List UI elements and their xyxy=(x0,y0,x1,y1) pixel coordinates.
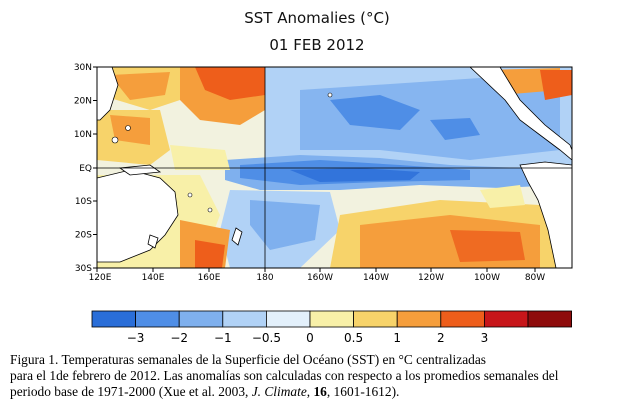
caption-line: Figura 1. Temperaturas semanales de la S… xyxy=(10,352,487,367)
sst-anomaly-map: 30N 20N 10N EQ 10S 20S 30S 120E 140E 160… xyxy=(74,63,573,345)
caption-text: periodo base de 1971-2000 (Xue et al. 20… xyxy=(10,384,252,399)
map-date: 01 FEB 2012 xyxy=(269,36,365,54)
lat-label: 30N xyxy=(74,63,92,73)
colorbar-bin xyxy=(178,310,224,328)
colorbar-bin xyxy=(265,310,311,328)
colorbar-bin xyxy=(309,310,354,328)
colorbar-ticks: −3 −2 −1 −0.5 0 0.5 1 2 3 xyxy=(127,331,488,345)
colorbar-bin xyxy=(396,310,442,328)
lon-label: 140W xyxy=(363,273,389,283)
lon-label: 160E xyxy=(198,273,221,283)
colorbar-bin xyxy=(222,310,267,328)
colorbar-tick-label: 0.5 xyxy=(344,331,363,345)
lat-label: EQ xyxy=(79,164,92,174)
colorbar-tick-label: 2 xyxy=(437,331,445,345)
figure-caption: Figura 1. Temperaturas semanales de la S… xyxy=(10,352,630,400)
lon-label: 100W xyxy=(474,273,500,283)
map-title: SST Anomalies (°C) xyxy=(244,9,390,27)
colorbar-tick-label: 3 xyxy=(481,331,489,345)
colorbar-bin xyxy=(91,310,136,328)
colorbar-bin xyxy=(483,310,529,328)
lon-label: 140E xyxy=(142,273,165,283)
colorbar-bin xyxy=(440,310,485,328)
colorbar-tick-label: −2 xyxy=(170,331,188,345)
lat-label: 10N xyxy=(74,130,92,140)
caption-line: para el 1de febrero de 2012. Las anomalí… xyxy=(10,368,559,383)
colorbar-tick-label: −3 xyxy=(127,331,145,345)
lon-label: 80W xyxy=(525,273,545,283)
lat-label: 10S xyxy=(75,197,92,207)
colorbar-tick-label: −1 xyxy=(214,331,232,345)
colorbar-tick-label: 0 xyxy=(306,331,314,345)
lon-label: 180 xyxy=(256,273,273,283)
lon-label: 120W xyxy=(418,273,444,283)
lat-label: 20S xyxy=(75,231,92,241)
lat-label: 20N xyxy=(74,97,92,107)
lon-label: 160W xyxy=(307,273,333,283)
caption-text: , 1601-1612). xyxy=(326,384,400,399)
colorbar-bin xyxy=(527,310,572,328)
lat-label: 30S xyxy=(75,264,92,274)
colorbar xyxy=(91,310,572,328)
colorbar-bin xyxy=(353,310,398,328)
journal-volume: 16 xyxy=(313,384,327,399)
colorbar-tick-label: −0.5 xyxy=(252,331,281,345)
colorbar-tick-label: 1 xyxy=(393,331,401,345)
lon-label: 120E xyxy=(89,273,112,283)
journal-name: J. Climate xyxy=(251,384,307,399)
colorbar-bin xyxy=(135,310,180,328)
caption-line: periodo base de 1971-2000 (Xue et al. 20… xyxy=(10,384,630,400)
caption-text: , xyxy=(306,384,314,399)
anomaly-field xyxy=(97,67,572,268)
